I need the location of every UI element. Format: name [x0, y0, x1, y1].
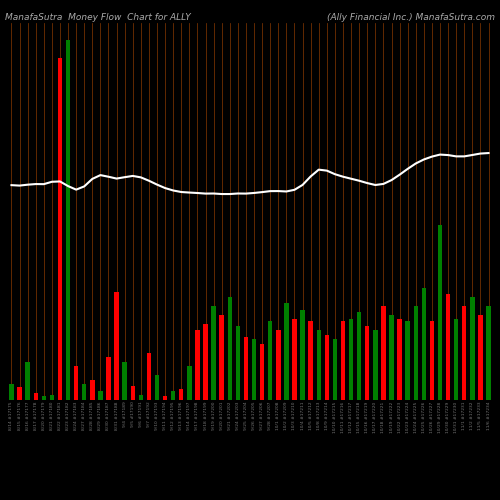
Bar	[381, 306, 386, 400]
Bar	[414, 306, 418, 400]
Bar	[82, 384, 86, 400]
Bar	[187, 366, 192, 400]
Bar	[276, 330, 280, 400]
Text: ManafaSutra  Money Flow  Chart for ALLY: ManafaSutra Money Flow Chart for ALLY	[5, 12, 191, 22]
Bar	[236, 326, 240, 400]
Bar	[138, 394, 143, 400]
Bar	[58, 58, 62, 400]
Bar	[446, 294, 450, 400]
Bar	[204, 324, 208, 400]
Bar	[114, 292, 119, 400]
Bar	[66, 40, 70, 400]
Bar	[430, 321, 434, 400]
Bar	[438, 224, 442, 400]
Bar	[422, 288, 426, 400]
Bar	[34, 393, 38, 400]
Bar	[179, 389, 184, 400]
Bar	[300, 310, 305, 400]
Bar	[195, 330, 200, 400]
Bar	[50, 394, 54, 400]
Bar	[373, 330, 378, 400]
Bar	[252, 339, 256, 400]
Bar	[171, 391, 175, 400]
Bar	[244, 337, 248, 400]
Bar	[406, 321, 410, 400]
Bar	[308, 321, 313, 400]
Bar	[122, 362, 127, 400]
Bar	[106, 357, 110, 400]
Bar	[398, 319, 402, 400]
Bar	[130, 386, 135, 400]
Bar	[163, 396, 168, 400]
Bar	[486, 306, 491, 400]
Bar	[155, 375, 159, 400]
Bar	[260, 344, 264, 400]
Bar	[454, 319, 458, 400]
Bar	[9, 384, 14, 400]
Bar	[90, 380, 94, 400]
Bar	[146, 354, 151, 400]
Bar	[365, 326, 370, 400]
Bar	[98, 391, 102, 400]
Bar	[357, 312, 362, 400]
Bar	[268, 321, 272, 400]
Bar	[220, 314, 224, 400]
Bar	[74, 366, 78, 400]
Bar	[228, 296, 232, 400]
Bar	[42, 396, 46, 400]
Bar	[332, 339, 337, 400]
Bar	[26, 362, 30, 400]
Bar	[478, 314, 482, 400]
Bar	[324, 336, 329, 400]
Bar	[349, 319, 354, 400]
Bar	[284, 303, 288, 400]
Bar	[470, 296, 474, 400]
Bar	[390, 314, 394, 400]
Bar	[292, 319, 296, 400]
Bar	[462, 306, 466, 400]
Text: (Ally Financial Inc.) ManafaSutra.com: (Ally Financial Inc.) ManafaSutra.com	[327, 12, 495, 22]
Bar	[341, 321, 345, 400]
Bar	[18, 388, 22, 400]
Bar	[316, 330, 321, 400]
Bar	[212, 306, 216, 400]
